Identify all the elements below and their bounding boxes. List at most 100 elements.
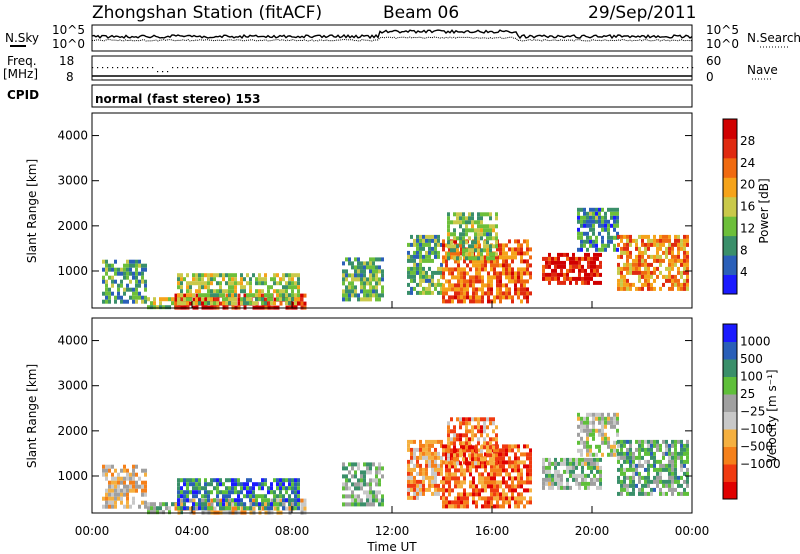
heatmap-cell [638,262,641,267]
freq-dot [572,67,574,69]
freq-dot [182,67,184,69]
heatmap-cell [297,297,300,302]
heatmap-cell [626,487,629,492]
heatmap-cell [354,470,357,475]
heatmap-cell [514,271,517,276]
heatmap-cell [686,483,689,488]
heatmap-cell [407,242,410,247]
heatmap-cell [428,451,431,456]
heatmap-cell [674,467,677,472]
heatmap-cell [480,449,483,454]
heatmap-cell [120,500,123,505]
heatmap-cell [647,459,650,464]
heatmap-cell [590,272,593,277]
heatmap-cell [425,459,428,464]
heatmap-cell [279,502,282,507]
colorbar-segment [723,429,737,447]
heatmap-cell [647,451,650,456]
heatmap-cell [557,477,560,482]
heatmap-cell [486,228,489,233]
heatmap-cell [583,416,586,421]
heatmap-cell [213,478,216,483]
heatmap-cell [345,474,348,479]
heatmap-cell [243,293,247,298]
heatmap-cell [135,271,138,276]
freq-dot [482,67,484,69]
heatmap-cell [592,420,595,425]
heatmap-cell [276,498,280,503]
heatmap-cell [183,490,186,495]
heatmap-cell [457,267,460,272]
heatmap-cell [653,242,656,247]
heatmap-cell [477,453,480,458]
heatmap-cell [279,478,282,483]
heatmap-cell [448,504,451,509]
heatmap-cell [192,273,195,278]
heatmap-cell [416,447,419,452]
heatmap-cell [450,429,453,434]
heatmap-cell [456,256,459,261]
heatmap-cell [447,421,450,426]
heatmap-cell [514,500,517,505]
nsky-trace [91,29,693,40]
heatmap-cell [481,283,484,288]
heatmap-cell [468,228,471,233]
heatmap-cell [183,502,186,507]
heatmap-cell [345,502,348,507]
heatmap-cell [638,266,641,271]
heatmap-cell [135,267,138,272]
heatmap-cell [375,265,378,270]
heatmap-cell [483,425,486,430]
heatmap-cell [599,469,602,474]
heatmap-cell [453,441,456,446]
heatmap-cell [486,433,489,438]
heatmap-cell [478,480,481,485]
heatmap-cell [620,471,623,476]
heatmap-cell [210,301,213,306]
heatmap-cell [520,468,523,473]
heatmap-cell [475,275,478,280]
heatmap-cell [258,281,261,286]
heatmap-cell [511,476,514,481]
heatmap-cell [486,244,489,249]
heatmap-cell [489,445,492,450]
heatmap-cell [577,432,580,437]
heatmap-cell [563,276,566,281]
heatmap-cell [129,263,132,268]
heatmap-cell [620,451,623,456]
heatmap-cell [459,256,462,261]
heatmap-cell [460,267,463,272]
heatmap-cell [629,459,632,464]
heatmap-cell [451,500,454,505]
colorbar-frame [722,118,738,295]
heatmap-cell [258,297,261,302]
time-axis-label: Time UT [366,540,417,554]
colorbar-tick-label: 4 [740,265,748,279]
heatmap-cell [348,470,351,475]
heatmap-cell [282,277,285,282]
heatmap-cell [578,264,581,269]
heatmap-cell [505,291,508,296]
heatmap-cell [499,456,502,461]
heatmap-cell [644,242,647,247]
heatmap-cell [665,238,668,243]
heatmap-cell [413,278,416,283]
freq-dot [507,67,509,69]
heatmap-cell [354,498,357,503]
heatmap-cell [635,266,638,271]
heatmap-cell [583,428,586,433]
heatmap-cell [632,487,635,492]
heatmap-cell [505,243,508,248]
heatmap-cell [291,301,295,306]
heatmap-cell [419,491,422,496]
heatmap-cell [413,258,416,263]
heatmap-cell [279,293,282,298]
heatmap-cell [683,491,686,496]
heatmap-cell [351,502,354,507]
heatmap-cell [668,250,671,255]
heatmap-cell [677,455,680,460]
heatmap-cell [613,452,616,457]
heatmap-cell [342,277,345,282]
heatmap-cell [291,289,294,294]
heatmap-cell [587,252,590,257]
